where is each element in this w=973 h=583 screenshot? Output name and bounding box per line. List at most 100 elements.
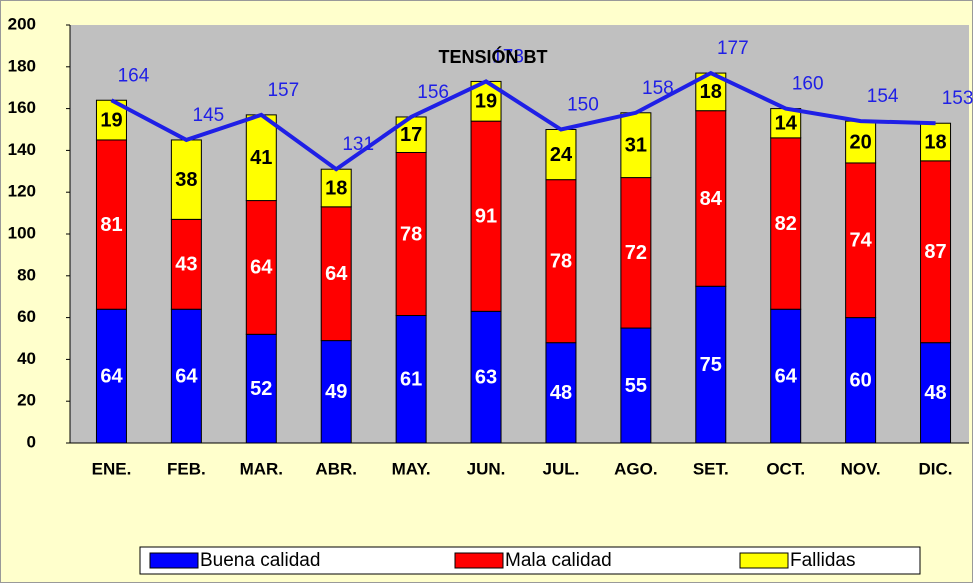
bar-segment [245,333,277,444]
legend [139,546,921,575]
bar-segment [920,122,952,162]
legend-swatch [454,552,504,569]
x-tick-label: ENE. [92,459,132,478]
value-label: 48 [924,382,946,404]
bar-segment [770,108,802,139]
value-label: 49 [325,381,347,403]
total-line [110,70,936,172]
bar-segment [170,139,202,220]
bar-segment [770,137,802,310]
x-tick-label: MAR. [240,459,283,478]
value-label: 91 [475,206,497,228]
value-label: 82 [775,213,797,235]
value-label: 41 [250,147,272,169]
total-label: 173 [492,46,524,67]
x-tick-label: MAY. [392,459,431,478]
bar-segment [545,342,577,444]
value-label: 48 [550,382,572,404]
bar-segment [320,168,352,208]
bar-segment [320,206,352,342]
x-tick-label: OCT. [766,459,805,478]
chart-title: TENSIÓN BT [438,46,547,67]
y-tick-label: 0 [27,432,36,451]
value-label: 64 [250,257,273,279]
bar-segment [245,200,277,335]
bar-segment [470,310,502,444]
value-label: 60 [850,370,872,392]
bar-segment [545,129,577,181]
value-label: 81 [100,214,122,236]
total-label: 158 [642,78,674,99]
total-label: 154 [867,86,899,107]
value-label: 72 [625,242,647,264]
bar-segment [95,139,127,310]
y-tick-label: 160 [8,98,36,117]
bar-segment [620,112,652,179]
value-label: 17 [400,124,422,146]
bar-segment [545,179,577,344]
value-label: 63 [475,366,497,388]
total-label: 145 [193,105,225,126]
value-label: 61 [400,369,422,391]
total-label: 160 [792,74,824,95]
value-label: 31 [625,134,647,156]
y-tick-label: 80 [17,265,36,284]
legend-label: Fallidas [790,550,855,571]
value-label: 52 [250,378,272,400]
total-label: 150 [567,95,599,116]
y-tick-label: 120 [8,182,36,201]
x-tick-label: SET. [693,459,729,478]
y-tick-label: 20 [17,391,36,410]
total-label: 164 [118,65,150,86]
bar-segment [620,177,652,329]
bar-segment [845,317,877,444]
value-label: 20 [850,131,872,153]
bar-segment [320,340,352,444]
value-label: 64 [175,365,198,387]
value-label: 55 [625,375,647,397]
value-label: 19 [475,91,497,113]
x-tick-label: JUN. [467,459,506,478]
value-label: 38 [175,169,197,191]
x-tick-label: JUL. [543,459,580,478]
value-label: 18 [700,81,722,103]
value-label: 64 [775,365,798,387]
total-label: 153 [942,88,973,109]
value-label: 87 [924,241,946,263]
y-tick-label: 40 [17,349,36,368]
value-label: 18 [325,177,347,199]
value-label: 19 [100,109,122,131]
value-label: 84 [700,188,723,210]
legend-label: Buena calidad [200,550,320,571]
value-label: 78 [400,223,422,245]
total-label: 177 [717,38,749,59]
y-tick-label: 180 [8,56,36,75]
value-label: 24 [550,144,573,166]
x-tick-label: ABR. [315,459,357,478]
x-tick-label: DIC. [919,459,953,478]
value-label: 64 [100,365,123,387]
value-label: 75 [700,354,722,376]
total-label: 156 [417,82,449,103]
bar-segment [695,285,727,444]
value-label: 74 [850,230,873,252]
x-tick-label: FEB. [167,459,206,478]
value-label: 14 [775,113,798,135]
legend-label: Mala calidad [505,550,612,571]
bar-segment [95,308,127,444]
y-tick-label: 100 [8,223,36,242]
value-label: 64 [325,263,348,285]
bar-segment [620,327,652,444]
bar-segment [170,308,202,444]
legend-swatch [739,552,789,569]
bar-segment [395,151,427,317]
y-tick-label: 200 [8,14,36,33]
x-tick-label: NOV. [841,459,881,478]
y-tick-label: 60 [17,307,36,326]
total-label: 157 [267,80,299,101]
bar-segment [170,218,202,310]
bar-segment [845,120,877,164]
legend-swatch [149,552,199,569]
x-tick-label: AGO. [614,459,657,478]
